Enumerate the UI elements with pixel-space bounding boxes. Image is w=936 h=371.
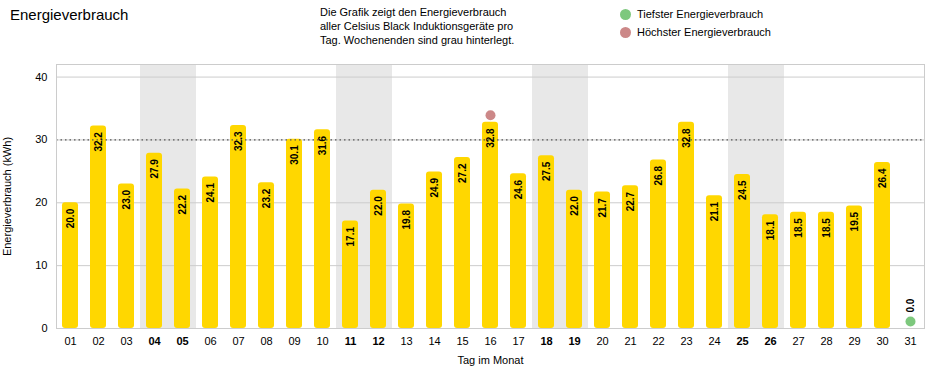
- svg-text:20.0: 20.0: [65, 208, 76, 228]
- svg-text:22.2: 22.2: [177, 195, 188, 215]
- html-text:Tiefster Energieverbrauch: Tiefster Energieverbrauch: [637, 8, 764, 20]
- svg-text:18.5: 18.5: [793, 218, 804, 238]
- svg-text:32.2: 32.2: [93, 132, 104, 152]
- svg-text:05: 05: [176, 335, 188, 347]
- svg-text:30: 30: [876, 335, 888, 347]
- svg-text:24.9: 24.9: [429, 178, 440, 198]
- svg-text:16: 16: [484, 335, 496, 347]
- svg-text:13: 13: [400, 335, 412, 347]
- svg-text:18.1: 18.1: [765, 220, 776, 240]
- svg-text:31: 31: [904, 335, 916, 347]
- svg-text:0.0: 0.0: [905, 298, 916, 312]
- svg-text:19.5: 19.5: [849, 211, 860, 231]
- svg-text:15: 15: [456, 335, 468, 347]
- svg-text:24: 24: [708, 335, 720, 347]
- svg-text:26.4: 26.4: [877, 168, 888, 188]
- svg-text:24.1: 24.1: [205, 183, 216, 203]
- svg-text:24.6: 24.6: [513, 179, 524, 199]
- svg-text:22.0: 22.0: [373, 196, 384, 216]
- svg-text:07: 07: [232, 335, 244, 347]
- svg-text:26: 26: [764, 335, 776, 347]
- svg-text:17.1: 17.1: [345, 227, 356, 247]
- svg-text:22.7: 22.7: [625, 191, 636, 211]
- svg-text:06: 06: [204, 335, 216, 347]
- svg-text:21: 21: [624, 335, 636, 347]
- svg-text:Energieverbrauch (kWh): Energieverbrauch (kWh): [1, 137, 13, 256]
- svg-text:10: 10: [316, 335, 328, 347]
- svg-text:01: 01: [64, 335, 76, 347]
- svg-text:25: 25: [736, 335, 748, 347]
- html-text:Die Grafik zeigt den Energieve: Die Grafik zeigt den Energieverbrauch al…: [320, 6, 515, 46]
- svg-text:27.9: 27.9: [149, 159, 160, 179]
- svg-text:28: 28: [820, 335, 832, 347]
- svg-text:23.2: 23.2: [261, 188, 272, 208]
- svg-text:32.8: 32.8: [485, 128, 496, 148]
- svg-text:30: 30: [35, 133, 47, 145]
- svg-text:19: 19: [568, 335, 580, 347]
- svg-text:03: 03: [120, 335, 132, 347]
- svg-text:23.0: 23.0: [121, 189, 132, 209]
- svg-text:18.5: 18.5: [821, 218, 832, 238]
- svg-text:0: 0: [41, 322, 47, 334]
- svg-text:18: 18: [540, 335, 552, 347]
- html-text:Höchster Energieverbrauch: Höchster Energieverbrauch: [637, 26, 771, 38]
- html-text:Energieverbrauch: Energieverbrauch: [10, 6, 129, 23]
- svg-text:30.1: 30.1: [289, 145, 300, 165]
- svg-text:24.5: 24.5: [737, 180, 748, 200]
- svg-text:22: 22: [652, 335, 664, 347]
- svg-text:08: 08: [260, 335, 272, 347]
- svg-text:Tag im Monat: Tag im Monat: [457, 354, 523, 366]
- svg-text:32.3: 32.3: [233, 131, 244, 151]
- svg-text:20: 20: [35, 196, 47, 208]
- svg-text:20: 20: [596, 335, 608, 347]
- svg-text:22.0: 22.0: [569, 196, 580, 216]
- svg-text:02: 02: [92, 335, 104, 347]
- svg-text:10: 10: [35, 259, 47, 271]
- svg-text:21.1: 21.1: [709, 201, 720, 221]
- svg-text:09: 09: [288, 335, 300, 347]
- svg-text:31.6: 31.6: [317, 135, 328, 155]
- svg-text:29: 29: [848, 335, 860, 347]
- svg-text:27: 27: [792, 335, 804, 347]
- svg-text:21.7: 21.7: [597, 198, 608, 218]
- svg-text:04: 04: [148, 335, 161, 347]
- svg-text:11: 11: [345, 335, 357, 347]
- svg-text:17: 17: [512, 335, 524, 347]
- svg-text:40: 40: [35, 71, 47, 83]
- svg-text:26.8: 26.8: [653, 166, 664, 186]
- svg-text:14: 14: [428, 335, 440, 347]
- svg-text:19.8: 19.8: [401, 210, 412, 230]
- svg-text:27.5: 27.5: [541, 161, 552, 181]
- svg-text:27.2: 27.2: [457, 163, 468, 183]
- svg-text:32.8: 32.8: [681, 128, 692, 148]
- svg-text:12: 12: [372, 335, 384, 347]
- svg-text:23: 23: [680, 335, 692, 347]
